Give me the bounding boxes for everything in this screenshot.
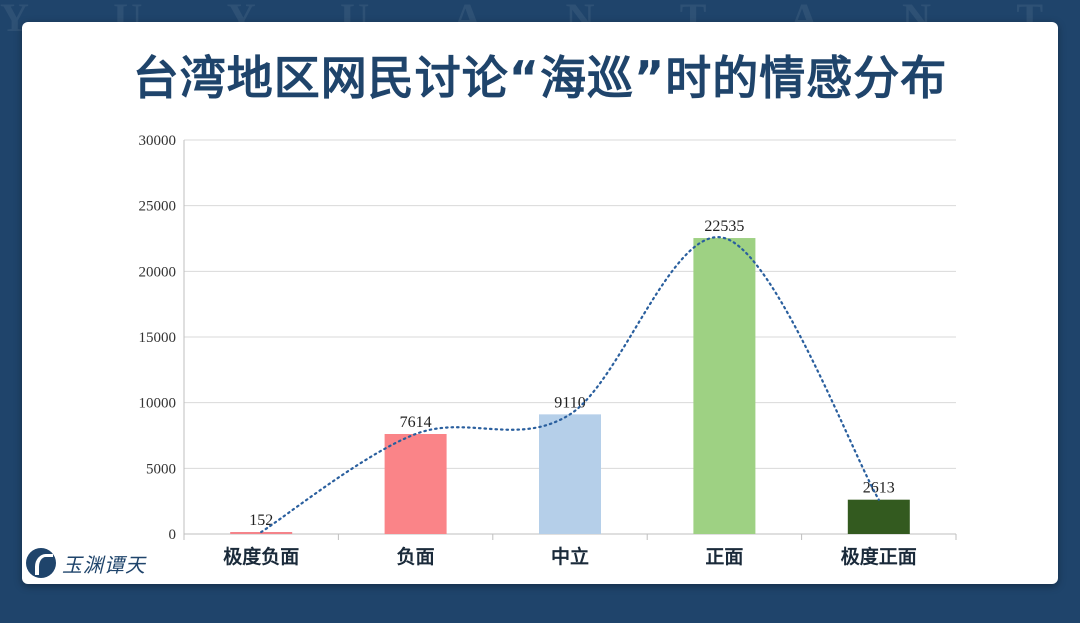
x-category-label: 极度正面: [841, 545, 917, 568]
brand-logo-icon: [26, 548, 56, 578]
chart-card: 台湾地区网民讨论“海巡”时的情感分布 0 5000 10000 15000 20000 2…: [22, 22, 1058, 584]
y-tick-label: 15000: [139, 330, 177, 346]
trend-line: [260, 236, 880, 534]
y-tick-label: 5000: [146, 461, 176, 477]
y-tick-label: 20000: [139, 264, 177, 280]
bar: [847, 499, 910, 534]
bar-chart: 0 5000 10000 15000 20000 25000 30000 152 极度负面 761…: [139, 133, 957, 568]
y-tick-label: 0: [169, 527, 177, 543]
brand-logo: 玉渊谭天: [26, 546, 146, 580]
data-label: 7614: [400, 414, 432, 431]
data-label: 22535: [704, 218, 744, 235]
bar: [539, 414, 601, 534]
x-category-label: 负面: [397, 545, 435, 568]
x-category-label: 极度负面: [223, 545, 299, 568]
brand-logo-text: 玉渊谭天: [62, 552, 146, 577]
x-category-label: 中立: [551, 545, 589, 568]
y-tick-label: 25000: [139, 199, 177, 215]
data-label: 2613: [863, 480, 895, 497]
data-label: 9110: [554, 394, 585, 411]
data-label: 152: [249, 512, 273, 529]
x-category-label: 正面: [705, 546, 743, 568]
y-tick-label: 30000: [139, 133, 177, 149]
y-tick-label: 10000: [139, 396, 177, 412]
bar: [693, 238, 756, 534]
bar: [384, 434, 447, 534]
page-title: 台湾地区网民讨论“海巡”时的情感分布: [132, 51, 948, 105]
